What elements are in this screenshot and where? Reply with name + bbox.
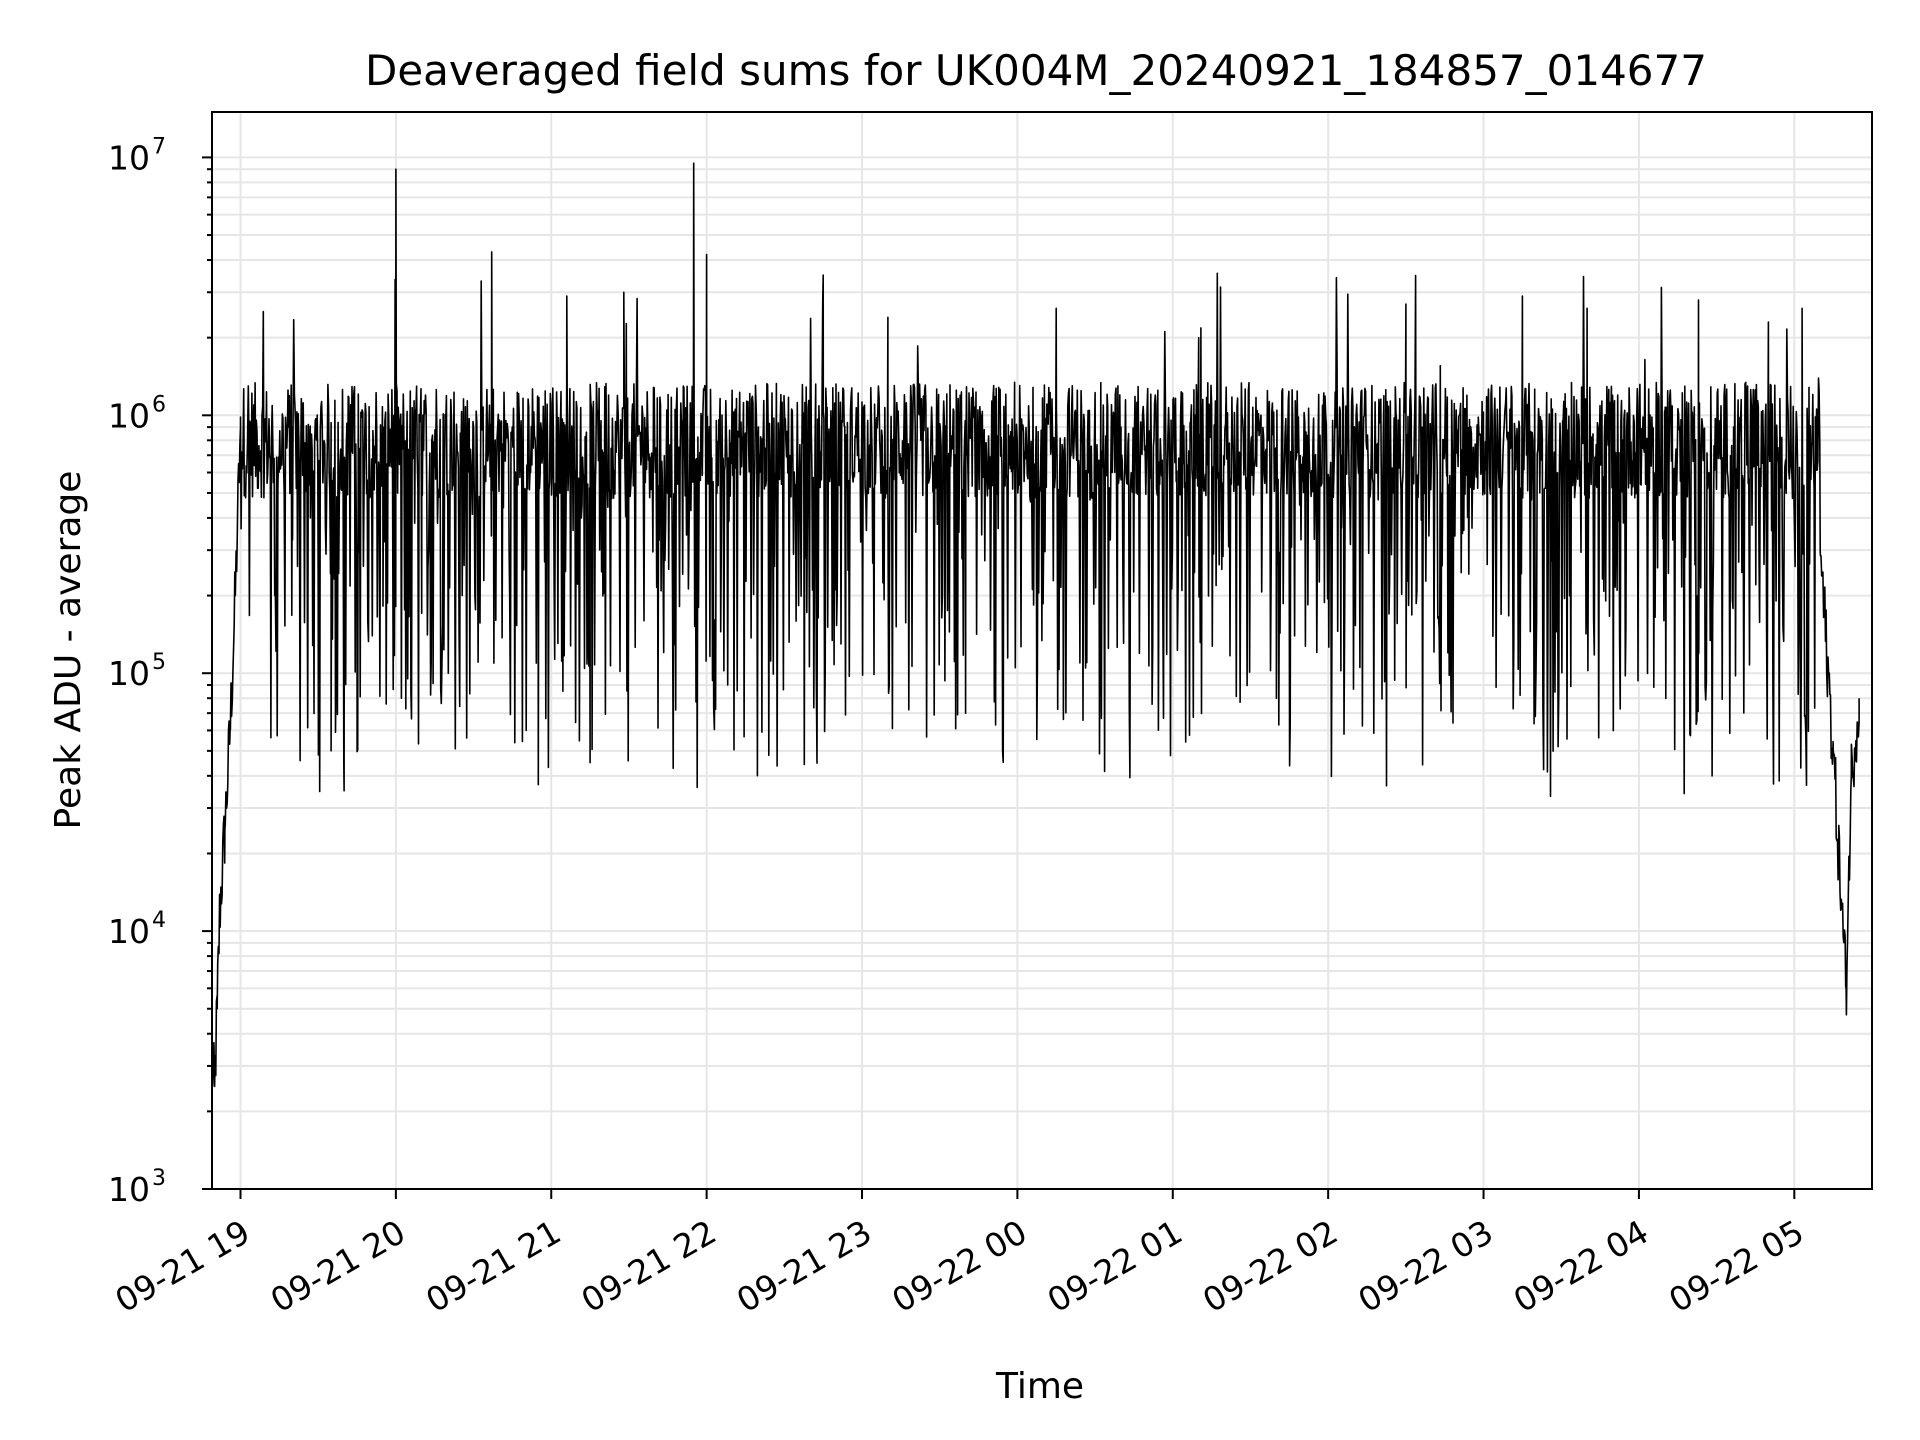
y-tick-label: 10 [108, 396, 150, 435]
x-tick-label: 09-21 20 [264, 1212, 412, 1320]
y-tick-exponent: 5 [152, 650, 166, 675]
x-tick-label: 09-22 01 [1041, 1212, 1189, 1320]
y-tick-exponent: 4 [152, 908, 166, 933]
x-tick-label: 09-21 23 [730, 1212, 878, 1320]
y-tick-label: 10 [108, 654, 150, 693]
x-tick-label: 09-22 05 [1662, 1212, 1810, 1320]
x-tick-label: 09-22 00 [885, 1212, 1033, 1320]
x-tick-label: 09-22 02 [1196, 1212, 1344, 1320]
chart-title: Deaveraged field sums for UK004M_2024092… [365, 46, 1707, 95]
y-tick-label: 10 [108, 138, 150, 177]
x-tick-label: 09-21 21 [419, 1212, 567, 1320]
x-tick-label: 09-21 22 [575, 1212, 723, 1320]
y-tick-label: 10 [108, 1170, 150, 1209]
plot-frame [211, 111, 1873, 1190]
series-line [211, 162, 1860, 1088]
x-ticks: 09-21 19 09-21 20 09-21 21 09-21 22 09-21 23… [108, 1189, 1810, 1320]
y-tick-exponent: 6 [152, 392, 166, 417]
y-tick-exponent: 3 [152, 1166, 166, 1191]
x-tick-label: 09-22 03 [1352, 1212, 1500, 1320]
x-tick-label: 09-22 04 [1507, 1212, 1655, 1320]
x-axis-label: Time [995, 1366, 1084, 1407]
grid [212, 112, 1872, 1190]
y-tick-exponent: 7 [152, 134, 166, 159]
x-tick-label: 09-21 19 [108, 1212, 256, 1320]
y-tick-label: 10 [108, 912, 150, 951]
y-axis-label: Peak ADU - average [48, 471, 89, 830]
